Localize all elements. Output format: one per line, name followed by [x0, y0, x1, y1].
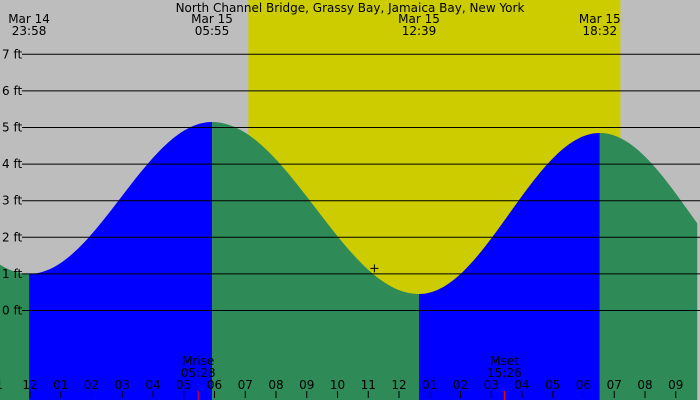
moon-event-label: Mrise	[182, 354, 214, 368]
x-tick-label: 04	[145, 378, 160, 392]
moon-event-time: 15:26	[487, 366, 522, 380]
extreme-date-label: Mar 14	[8, 12, 50, 26]
x-axis: 1 12 01 02 03 04 05 06 07 08 09 10 11 12 01 02 03 04 05 06 0…	[0, 378, 683, 398]
x-tick-label: 07	[607, 378, 622, 392]
y-tick-label: 3 ft	[2, 194, 22, 208]
y-tick-label: 1 ft	[2, 267, 22, 281]
x-tick-label: 02	[84, 378, 99, 392]
rising-tide-area	[29, 122, 213, 400]
x-tick-label: 01	[53, 378, 68, 392]
extreme-time-label: 12:39	[402, 24, 437, 38]
x-tick-label: 09	[668, 378, 683, 392]
x-tick-label: 12	[22, 378, 37, 392]
x-tick-label: 12	[391, 378, 406, 392]
y-tick-label: 4 ft	[2, 157, 22, 171]
x-tick-label: 08	[637, 378, 652, 392]
x-tick-label: 05	[176, 378, 191, 392]
extreme-date-label: Mar 15	[398, 12, 440, 26]
falling-tide-area	[599, 132, 698, 400]
falling-tide-area	[212, 122, 419, 400]
x-tick-label: 06	[207, 378, 222, 392]
x-tick-label: 08	[268, 378, 283, 392]
extreme-time-label: 23:58	[12, 24, 47, 38]
moon-event-time: 05:28	[181, 366, 216, 380]
x-tick-label: 02	[453, 378, 468, 392]
y-tick-label: 6 ft	[2, 84, 22, 98]
extreme-time-label: 18:32	[583, 24, 618, 38]
x-tick-label: 09	[299, 378, 314, 392]
current-position-marker	[370, 264, 379, 273]
y-tick-label: 5 ft	[2, 121, 22, 135]
x-tick-label: 04	[514, 378, 529, 392]
extreme-date-label: Mar 15	[191, 12, 233, 26]
x-tick-label: 01	[422, 378, 437, 392]
chart-title: North Channel Bridge, Grassy Bay, Jamaic…	[176, 1, 525, 15]
current-position-layer	[370, 264, 379, 273]
y-axis-labels: 0 ft 1 ft 2 ft 3 ft 4 ft 5 ft 6 ft 7 ft	[2, 47, 22, 317]
y-tick-label: 0 ft	[2, 304, 22, 318]
falling-tide-area	[0, 264, 30, 400]
grid-lines	[22, 53, 700, 311]
x-tick-label: 03	[484, 378, 499, 392]
tide-area-layer	[0, 122, 698, 400]
rising-tide-area	[418, 132, 600, 400]
y-tick-label: 2 ft	[2, 230, 22, 244]
y-tick-label: 7 ft	[2, 47, 22, 61]
extreme-date-label: Mar 15	[579, 12, 621, 26]
moon-event-label: Mset	[490, 354, 519, 368]
x-tick-label: 11	[361, 378, 376, 392]
x-tick-label: 10	[330, 378, 345, 392]
x-tick-label: 07	[238, 378, 253, 392]
x-tick-label: 03	[115, 378, 130, 392]
x-tick-label: 06	[576, 378, 591, 392]
extreme-time-label: 05:55	[195, 24, 230, 38]
x-tick-label: 05	[545, 378, 560, 392]
x-tick-label: 1	[0, 378, 3, 392]
